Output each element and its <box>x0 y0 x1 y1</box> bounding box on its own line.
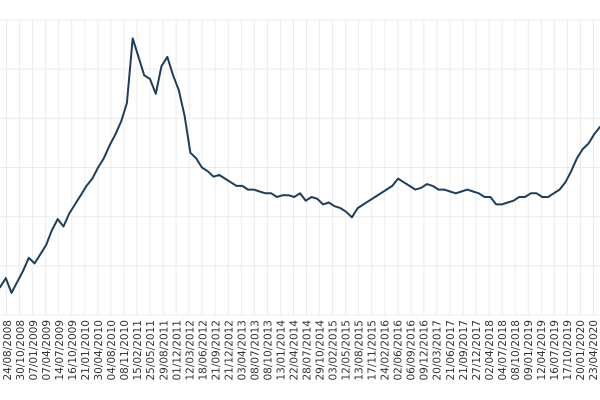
x-tick-label: 06/09/2016 <box>406 320 418 381</box>
x-tick-label: 16/10/2009 <box>67 320 79 381</box>
x-tick-label: 17/10/2019 <box>562 320 574 381</box>
x-tick-label: 04/07/2018 <box>497 320 509 381</box>
x-tick-label: 21/12/2012 <box>223 320 235 381</box>
x-tick-label: 21/09/2017 <box>458 320 470 381</box>
x-tick-label: 22/04/2014 <box>288 320 300 381</box>
x-tick-label: 13/08/2015 <box>354 320 366 381</box>
x-tick-label: 07/04/2009 <box>41 320 53 381</box>
series-line-0 <box>0 37 600 294</box>
x-tick-label: 27/12/2017 <box>471 320 483 381</box>
x-tick-label: 18/06/2012 <box>197 320 209 381</box>
x-tick-label: 21/09/2012 <box>210 320 222 381</box>
x-tick-label: 21/06/2017 <box>445 320 457 381</box>
x-tick-label: 20/03/2017 <box>432 320 444 381</box>
x-tick-label: 03/02/2015 <box>328 320 340 381</box>
x-tick-label: 08/10/2018 <box>510 320 522 381</box>
x-tick-label: 30/04/2010 <box>93 320 105 381</box>
x-tick-label: 23/04/2020 <box>588 320 600 381</box>
x-tick-label: 12/05/2015 <box>341 320 353 381</box>
x-tick-label: 02/04/2018 <box>484 320 496 381</box>
x-tick-label: 08/07/2013 <box>249 320 261 381</box>
x-tick-label: 12/03/2012 <box>184 320 196 381</box>
x-tick-label: 16/07/2019 <box>549 320 561 381</box>
x-tick-label: 02/06/2016 <box>393 320 405 381</box>
x-tick-label: 13/01/2014 <box>275 320 287 381</box>
x-tick-label: 14/07/2009 <box>54 320 66 381</box>
x-tick-label: 21/01/2010 <box>80 320 92 381</box>
x-tick-label: 28/07/2014 <box>302 320 314 381</box>
x-axis-tick-labels: 24/08/2008 30/10/2008 07/01/2009 07/04/2009… <box>2 320 600 381</box>
x-tick-label: 08/10/2013 <box>262 320 274 381</box>
x-tick-label: 30/10/2008 <box>15 320 27 381</box>
x-tick-label: 03/04/2013 <box>236 320 248 381</box>
x-tick-label: 09/12/2016 <box>419 320 431 381</box>
x-tick-label: 08/11/2010 <box>119 320 131 381</box>
grid-lines <box>0 19 600 316</box>
x-tick-label: 29/08/2011 <box>158 320 170 381</box>
x-tick-label: 12/04/2019 <box>536 320 548 381</box>
x-tick-label: 15/02/2011 <box>132 320 144 381</box>
x-tick-label: 09/01/2019 <box>523 320 535 381</box>
x-tick-label: 25/05/2011 <box>145 320 157 381</box>
x-tick-label: 20/01/2020 <box>575 320 587 381</box>
x-tick-label: 17/11/2015 <box>367 320 379 381</box>
x-tick-label: 24/08/2008 <box>2 320 14 381</box>
x-tick-label: 24/02/2016 <box>380 320 392 381</box>
x-tick-label: 29/10/2014 <box>315 320 327 381</box>
series-layer <box>0 37 600 294</box>
x-tick-label: 04/08/2010 <box>106 320 118 381</box>
x-tick-label: 01/12/2011 <box>171 320 183 381</box>
x-tick-label: 07/01/2009 <box>28 320 40 381</box>
